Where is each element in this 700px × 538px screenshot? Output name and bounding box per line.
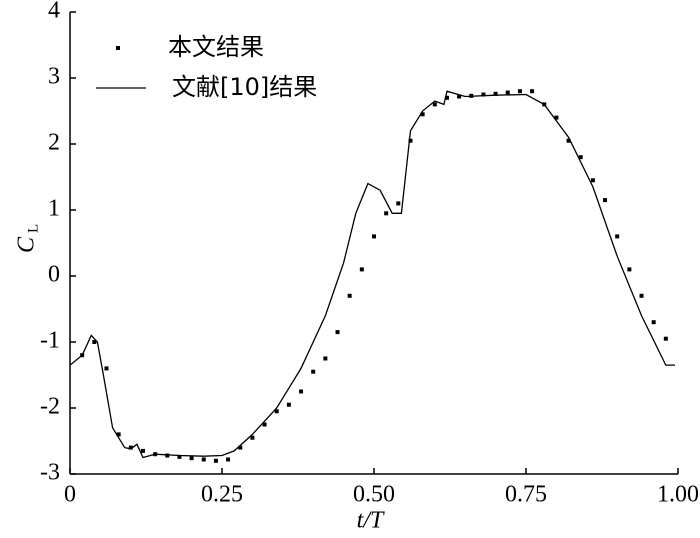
marker bbox=[408, 138, 413, 143]
marker bbox=[140, 448, 145, 453]
y-tick-label: 0 bbox=[48, 262, 60, 288]
marker bbox=[201, 457, 206, 462]
marker bbox=[359, 267, 364, 272]
marker bbox=[286, 402, 291, 407]
marker bbox=[663, 336, 668, 341]
marker bbox=[311, 369, 316, 374]
marker bbox=[396, 201, 401, 206]
x-tick-label: 1.00 bbox=[657, 482, 699, 508]
marker bbox=[603, 198, 608, 203]
x-tick-label: 0.75 bbox=[505, 482, 547, 508]
marker bbox=[457, 94, 462, 99]
x-tick-label: 0.25 bbox=[201, 482, 243, 508]
marker bbox=[420, 112, 425, 117]
marker bbox=[566, 138, 571, 143]
x-tick-label: 0 bbox=[64, 482, 76, 508]
marker bbox=[128, 445, 133, 450]
y-axis-label-group: C bbox=[14, 236, 40, 253]
y-tick-label: -1 bbox=[40, 328, 60, 354]
y-tick-label: 1 bbox=[48, 196, 60, 222]
marker bbox=[578, 155, 583, 160]
marker bbox=[372, 234, 376, 239]
marker bbox=[554, 115, 559, 120]
marker bbox=[274, 409, 279, 414]
marker bbox=[481, 92, 486, 97]
y-axis-label-sub: L bbox=[25, 224, 41, 233]
y-tick-label: -2 bbox=[40, 394, 60, 420]
marker bbox=[639, 293, 644, 298]
marker bbox=[226, 457, 231, 462]
marker bbox=[432, 102, 437, 107]
marker bbox=[615, 234, 620, 239]
marker bbox=[177, 454, 182, 459]
marker bbox=[627, 267, 632, 272]
marker bbox=[335, 330, 340, 335]
marker bbox=[493, 91, 498, 96]
y-axis-sub-group: L bbox=[25, 224, 41, 233]
y-tick-label: 3 bbox=[48, 64, 60, 90]
marker bbox=[250, 435, 255, 440]
x-axis-label: t/T bbox=[357, 508, 385, 534]
y-tick-label: 4 bbox=[48, 0, 60, 24]
marker bbox=[104, 366, 109, 371]
legend-marker bbox=[116, 46, 120, 50]
marker bbox=[299, 389, 304, 394]
line bbox=[69, 90, 675, 459]
y-tick-label: -3 bbox=[40, 460, 60, 486]
marker bbox=[651, 320, 656, 325]
marker bbox=[505, 90, 510, 95]
marker bbox=[116, 432, 121, 437]
x-tick-label: 0.50 bbox=[353, 482, 395, 508]
marker bbox=[517, 89, 522, 94]
marker bbox=[262, 422, 267, 427]
marker bbox=[444, 95, 449, 100]
y-tick-label: 2 bbox=[48, 130, 60, 156]
legend-label: 本文结果 bbox=[168, 33, 264, 61]
marker bbox=[165, 453, 170, 458]
marker bbox=[590, 178, 595, 183]
marker bbox=[530, 89, 535, 94]
marker bbox=[189, 456, 194, 461]
marker bbox=[347, 293, 352, 298]
marker bbox=[238, 445, 243, 450]
marker bbox=[323, 356, 328, 361]
marker bbox=[213, 458, 218, 463]
marker bbox=[384, 211, 389, 216]
marker bbox=[92, 340, 97, 344]
y-axis-label: C bbox=[14, 236, 40, 253]
legend-label: 文献[10]结果 bbox=[172, 73, 317, 101]
